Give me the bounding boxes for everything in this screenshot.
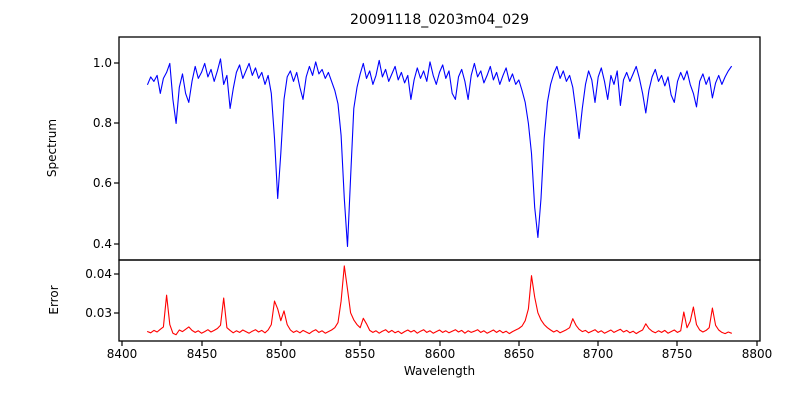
spectrum-ytick-label: 0.4 <box>92 237 112 251</box>
spectrum-ytick-label: 1.0 <box>92 56 112 70</box>
chart-title: 20091118_0203m04_029 <box>349 12 530 28</box>
xtick-marks <box>121 341 758 346</box>
error-ytick-marks <box>114 273 119 314</box>
xtick-label: 8400 <box>106 347 138 361</box>
xtick-label: 8700 <box>582 347 614 361</box>
error-ytick-label: 0.03 <box>85 306 112 320</box>
spectrum-panel-frame <box>118 36 761 261</box>
xtick-label: 8500 <box>265 347 297 361</box>
spectrum-ytick-label: 0.8 <box>92 116 112 130</box>
spectrum-ytick-marks <box>114 62 119 245</box>
xtick-label: 8650 <box>503 347 535 361</box>
error-data-line <box>147 265 732 336</box>
x-axis-label: Wavelength <box>403 364 476 378</box>
xtick-label: 8550 <box>344 347 376 361</box>
xtick-label: 8750 <box>661 347 693 361</box>
xtick-label: 8600 <box>424 347 456 361</box>
spectrum-ytick-label: 0.6 <box>92 176 112 190</box>
error-ytick-label: 0.04 <box>85 267 112 281</box>
spectrum-y-axis-label: Spectrum <box>45 118 59 178</box>
xtick-label: 8450 <box>186 347 218 361</box>
spectrum-data-line <box>147 58 732 248</box>
xtick-label: 8800 <box>741 347 773 361</box>
error-panel-frame <box>118 259 761 342</box>
